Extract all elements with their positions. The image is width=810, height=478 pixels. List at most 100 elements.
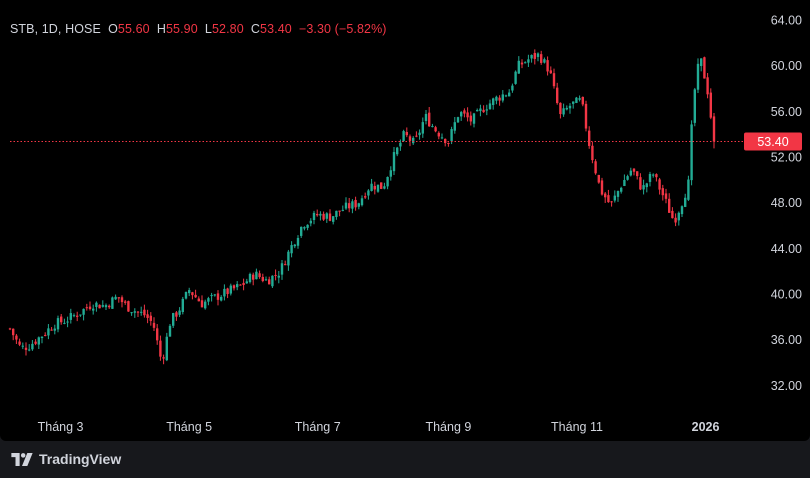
candle-body	[85, 307, 88, 309]
y-axis-label: 64.00	[771, 14, 802, 28]
close-label: C	[250, 22, 261, 36]
candle-body	[664, 193, 668, 199]
low-label: L	[204, 22, 212, 36]
last-price-label: 53.40	[757, 135, 788, 149]
candle-body	[309, 220, 312, 224]
candle-body	[472, 113, 476, 124]
candle-body	[536, 53, 540, 57]
candle-body	[354, 199, 357, 208]
candle-body	[178, 310, 181, 315]
candle-body	[504, 95, 508, 97]
candle-body	[31, 343, 34, 350]
candle-body	[671, 210, 674, 219]
candle-body	[389, 170, 392, 177]
candle-body	[268, 279, 271, 285]
candle-body	[12, 328, 15, 336]
candle-body	[101, 305, 104, 307]
candle-body	[392, 152, 396, 172]
candle-body	[543, 59, 546, 63]
candle-body	[668, 198, 671, 213]
y-axis-label: 40.00	[771, 287, 802, 301]
candle-body	[69, 313, 72, 320]
y-axis-label: 36.00	[771, 333, 802, 347]
candle-body	[210, 295, 213, 297]
candle-body	[8, 328, 12, 330]
candle-body	[511, 85, 514, 91]
candle-body	[386, 176, 389, 187]
candle-body	[143, 309, 146, 316]
chart-panel[interactable]: 64.00 60.00 56.00 52.00 48.00 44.00 40.00 36.00…	[0, 0, 810, 441]
candle-body	[396, 147, 399, 155]
candle-body	[319, 213, 322, 216]
candle-body	[437, 132, 440, 137]
candle-body	[168, 325, 172, 337]
candle-body	[540, 54, 543, 63]
candle-body	[578, 98, 581, 100]
candle-body	[56, 318, 60, 330]
candle-body	[479, 108, 482, 112]
candle-body	[380, 182, 383, 189]
candle-body	[165, 336, 168, 361]
candle-body	[546, 60, 549, 72]
candle-body	[594, 161, 597, 174]
candle-body	[703, 57, 706, 79]
candle-body	[18, 341, 21, 345]
candle-body	[517, 60, 520, 74]
candle-body	[53, 328, 56, 331]
y-axis-label: 52.00	[771, 151, 802, 165]
candle-body	[466, 112, 469, 118]
candle-body	[82, 308, 85, 315]
candle-body	[261, 276, 264, 282]
candle-body	[114, 296, 117, 300]
candle-body	[399, 142, 402, 147]
candlestick-chart[interactable]: 64.00 60.00 56.00 52.00 48.00 44.00 40.00 36.00…	[0, 0, 810, 441]
candle-body	[367, 190, 370, 196]
candle-body	[588, 130, 591, 146]
candle-body	[690, 124, 693, 181]
candle-body	[568, 105, 572, 109]
candle-body	[501, 94, 504, 101]
candle-body	[264, 279, 268, 281]
candle-body	[338, 210, 341, 212]
tradingview-brand[interactable]: TradingView	[11, 451, 121, 467]
candle-body	[28, 349, 31, 351]
candle-body	[194, 294, 197, 298]
candle-body	[213, 294, 216, 296]
candle-body	[21, 345, 24, 347]
candle-body	[575, 97, 578, 103]
last-price-tag	[744, 132, 802, 151]
candle-body	[533, 53, 536, 59]
candle-body	[152, 322, 156, 328]
candle-body	[34, 341, 37, 344]
candle-body	[645, 183, 648, 188]
candle-body	[632, 168, 636, 172]
high-label: H	[156, 22, 166, 36]
tradingview-logo-icon	[11, 452, 33, 466]
candle-body	[332, 216, 335, 222]
open-label: O	[108, 22, 118, 36]
candle-body	[293, 244, 296, 247]
candle-body	[120, 297, 124, 303]
candle-body	[146, 314, 149, 318]
candle-body	[37, 337, 40, 345]
high-value: 55.90	[165, 22, 198, 36]
candle-body	[607, 195, 610, 203]
candle-body	[680, 206, 684, 215]
candle-body	[677, 212, 680, 221]
candle-body	[364, 196, 367, 198]
x-axis-label: Tháng 5	[166, 420, 212, 434]
symbol-info[interactable]: STB, 1D, HOSE	[10, 22, 101, 36]
candle-body	[351, 201, 354, 209]
candle-body	[383, 186, 386, 189]
candle-body	[626, 176, 629, 180]
candle-body	[485, 109, 488, 111]
candle-body	[127, 301, 130, 312]
candle-body	[44, 334, 47, 336]
candle-body	[149, 315, 152, 321]
candle-body	[248, 273, 252, 283]
candle-body	[136, 311, 140, 313]
open-value: 55.60	[117, 22, 150, 36]
candle-body	[463, 110, 466, 114]
candle-body	[207, 298, 210, 302]
candle-body	[712, 116, 716, 142]
